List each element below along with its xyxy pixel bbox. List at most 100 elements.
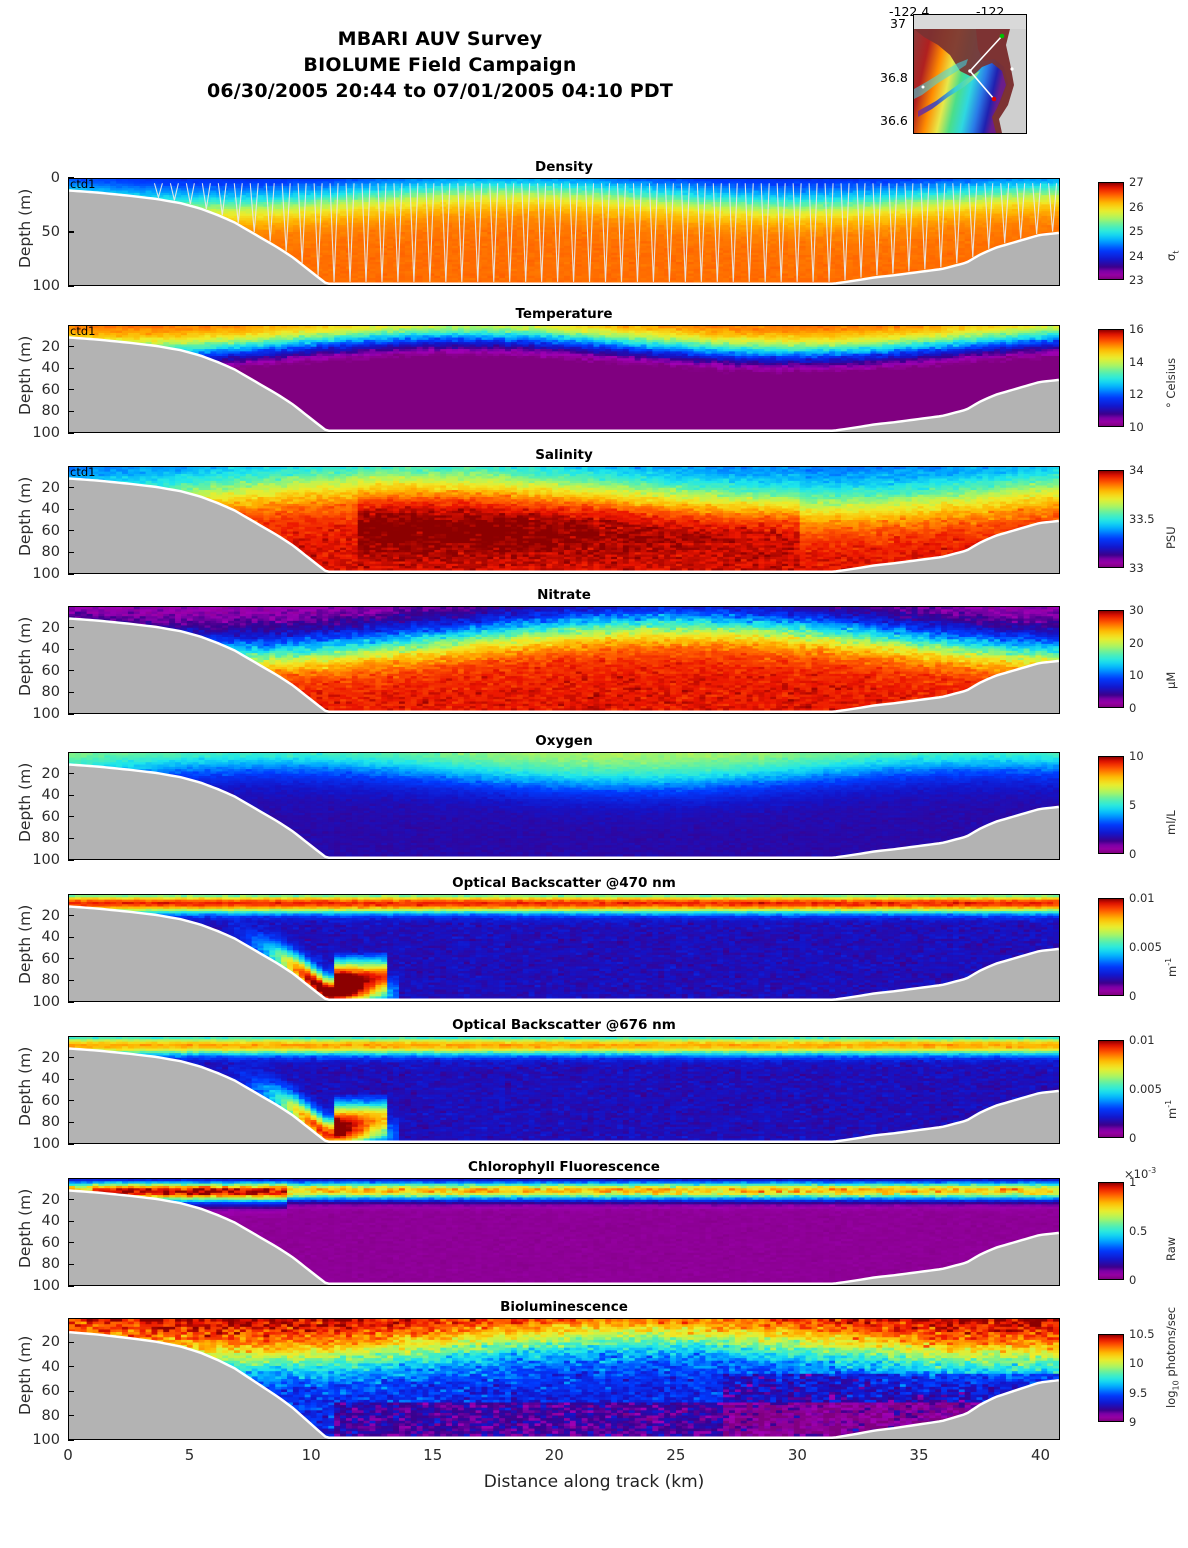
panel-temperature: Temperature ctd1 20 40 60 80 100 Depth (m): [16, 306, 1060, 441]
colorbar-unit-label: Raw: [1164, 1237, 1178, 1261]
colorbar-salinity: [1098, 470, 1124, 568]
x-tick-label: 30: [788, 1446, 807, 1464]
colorbar-unit-label: μM: [1164, 672, 1178, 689]
y-tick-label: 80: [42, 972, 60, 988]
y-axis-label: Depth (m): [16, 189, 34, 268]
colorbar-unit-label: PSU: [1164, 526, 1178, 549]
y-tick-label: 20: [42, 766, 60, 782]
section-field: [69, 326, 1059, 432]
panel-density: Density ctd1 0 50 100 Depth (m): [16, 159, 1060, 294]
y-tick-label: 0: [51, 170, 60, 186]
colorbar-optical-backscatter-676-nm: [1098, 1040, 1124, 1138]
section-field: [69, 607, 1059, 713]
bathymetry: [69, 619, 1059, 713]
ctd-label: ctd1: [70, 177, 95, 191]
y-tick-label: 60: [42, 663, 60, 679]
plot-area: [68, 325, 1060, 433]
section-field: [69, 1037, 1059, 1143]
y-tick-label: 20: [42, 1050, 60, 1066]
y-tick-mark: [68, 345, 74, 348]
y-tick-label: 20: [42, 339, 60, 355]
colorbar-tick-label: 16: [1129, 322, 1144, 336]
y-tick-mark: [68, 1439, 74, 1441]
colorbar-tick-label: 30: [1129, 603, 1144, 617]
colorbar-tick-label: 12: [1129, 387, 1144, 401]
y-tick-mark: [68, 1366, 74, 1368]
y-tick-label: 50: [42, 224, 60, 240]
y-tick-mark: [68, 1341, 74, 1344]
y-tick-mark: [68, 626, 74, 629]
plot-area: [68, 1318, 1060, 1440]
inset-map-lat-tick-bot: 36.6: [880, 113, 908, 128]
panel-title: Optical Backscatter @470 nm: [68, 875, 1060, 891]
colorbar-unit-label: m-1: [1164, 1100, 1179, 1119]
y-tick-label: 100: [32, 1432, 60, 1448]
y-tick-label: 40: [42, 360, 60, 376]
colorbar-density: [1098, 182, 1124, 280]
colorbar-tick-label: 23: [1129, 273, 1144, 287]
x-tick-label: 0: [63, 1446, 73, 1464]
y-tick-mark: [68, 389, 74, 391]
y-tick-label: 80: [42, 1408, 60, 1424]
colorbar-tick-label: 1: [1129, 1175, 1136, 1189]
section-field: [69, 895, 1059, 1001]
section-field: [69, 467, 1059, 573]
y-axis-label: Depth (m): [16, 1336, 34, 1415]
y-tick-mark: [68, 1242, 74, 1244]
ctd-label: ctd1: [70, 324, 95, 338]
colorbar-unit-label: ° Celsius: [1164, 358, 1178, 408]
x-tick-label: 35: [909, 1446, 928, 1464]
colorbar-unit-label: σt: [1164, 251, 1180, 261]
y-tick-label: 40: [42, 641, 60, 657]
y-tick-mark: [68, 837, 74, 840]
y-tick-mark: [68, 410, 74, 413]
colorbar-chlorophyll-fluorescence: [1098, 1182, 1124, 1280]
y-tick-label: 80: [42, 830, 60, 846]
panel-title: Bioluminescence: [68, 1299, 1060, 1315]
x-tick-label: 15: [423, 1446, 442, 1464]
colorbar-unit-label: ml/L: [1164, 810, 1178, 835]
inset-map-lat-tick-top: 37: [890, 16, 906, 31]
y-tick-label: 100: [32, 566, 60, 582]
data-field: [69, 1179, 1059, 1285]
colorbar-tick-label: 27: [1129, 175, 1144, 189]
colorbar-tick-label: 10: [1129, 420, 1144, 434]
y-axis-label: Depth (m): [16, 1189, 34, 1268]
y-tick-mark: [68, 1390, 74, 1392]
bathymetry: [69, 338, 1059, 432]
plot-area: [68, 894, 1060, 1002]
colorbar-tick-label: 10.5: [1129, 1327, 1155, 1341]
y-tick-mark: [68, 573, 74, 575]
data-field: [69, 1319, 1059, 1439]
colorbar-tick-label: 9.5: [1129, 1386, 1147, 1400]
y-tick-mark: [68, 691, 74, 694]
colorbar-tick-label: 0: [1129, 847, 1136, 861]
panel-optical-backscatter-470-nm: Optical Backscatter @470 nm 20 40 60 80 100 De…: [16, 875, 1060, 1010]
title-line-3: 06/30/2005 20:44 to 07/01/2005 04:10 PDT: [0, 78, 880, 104]
y-tick-label: 20: [42, 1192, 60, 1208]
plot-area: [68, 752, 1060, 860]
x-tick-label: 5: [185, 1446, 195, 1464]
colorbar-optical-backscatter-470-nm: [1098, 898, 1124, 996]
panel-chlorophyll-fluorescence: Chlorophyll Fluorescence 20 40 60 80 100 Depth…: [16, 1159, 1060, 1294]
y-tick-label: 40: [42, 929, 60, 945]
y-tick-mark: [68, 1285, 74, 1287]
y-tick-mark: [68, 367, 74, 369]
colorbar-tick-label: 0.01: [1129, 891, 1155, 905]
y-tick-mark: [68, 772, 74, 775]
colorbar-oxygen: [1098, 756, 1124, 854]
y-tick-label: 80: [42, 1114, 60, 1130]
data-field: [69, 607, 1059, 713]
y-tick-mark: [68, 958, 74, 960]
y-tick-label: 100: [32, 706, 60, 722]
y-tick-mark: [68, 432, 74, 434]
y-tick-label: 100: [32, 1136, 60, 1152]
inset-map-lat-tick-mid: 36.8: [880, 70, 908, 85]
colorbar-tick-label: 25: [1129, 224, 1144, 238]
auv-track-line: [969, 35, 1003, 100]
y-tick-mark: [68, 1001, 74, 1003]
y-tick-mark: [68, 1056, 74, 1059]
y-tick-label: 20: [42, 1334, 60, 1350]
track-start-marker: [999, 33, 1005, 39]
y-tick-label: 40: [42, 1071, 60, 1087]
